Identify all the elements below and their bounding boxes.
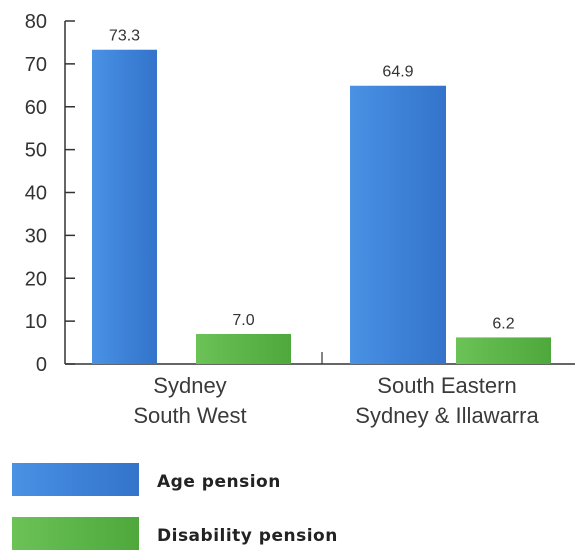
data-label: 7.0	[232, 312, 254, 329]
category-labels: Sydney South West South Eastern Sydney & Il…	[133, 373, 539, 428]
data-label: 6.2	[492, 315, 514, 332]
y-axis-ticks: 0 10 20 30 40 50 60 70 80	[25, 11, 75, 376]
data-labels: 73.3 7.0 64.9 6.2	[109, 28, 515, 333]
y-tick-label: 70	[25, 54, 47, 76]
bar-age-pension-2	[350, 85, 446, 365]
y-tick-label: 50	[25, 140, 47, 162]
chart-bars	[92, 49, 551, 365]
y-tick-label: 10	[25, 311, 47, 333]
bar-disability-pension-2	[456, 337, 551, 364]
bar-disability-pension-1	[196, 333, 291, 364]
y-tick-label: 0	[36, 354, 47, 376]
legend-label: Disability pension	[157, 526, 338, 546]
legend-swatch-disability-pension	[12, 517, 139, 550]
y-tick-label: 20	[25, 268, 47, 290]
y-tick-label: 60	[25, 97, 47, 119]
y-tick-label: 40	[25, 183, 47, 205]
data-label: 73.3	[109, 28, 140, 45]
category-label: Sydney & Illawarra	[355, 403, 539, 428]
legend-label: Age pension	[157, 472, 281, 492]
bar-age-pension-1	[92, 49, 157, 364]
category-label: South Eastern	[377, 373, 516, 398]
y-tick-label: 80	[25, 11, 47, 33]
category-label: South West	[133, 403, 246, 428]
category-label: Sydney	[153, 373, 226, 398]
y-tick-label: 30	[25, 225, 47, 247]
data-label: 64.9	[382, 64, 413, 81]
legend-swatch-age-pension	[12, 463, 139, 496]
legend: Age pension Disability pension	[12, 463, 338, 550]
